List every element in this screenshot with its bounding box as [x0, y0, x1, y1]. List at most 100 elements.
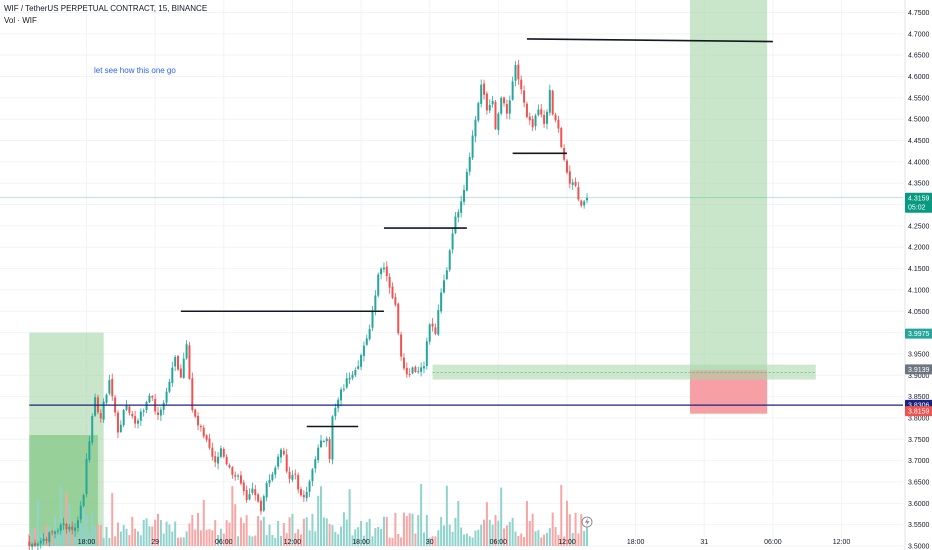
candle-body: [583, 201, 586, 206]
volume-bar: [511, 517, 514, 546]
volume-bar: [99, 525, 102, 546]
volume-bar: [540, 537, 543, 546]
candle-body: [465, 171, 468, 191]
volume-bar: [311, 513, 314, 546]
volume-bar: [411, 513, 414, 546]
zone-zone: [432, 364, 816, 380]
candle-body: [557, 119, 560, 129]
volume-bar: [468, 536, 471, 546]
candle-body: [185, 344, 188, 359]
candle-body: [131, 413, 134, 417]
price-tick-label: 3.8000: [908, 415, 930, 422]
volume-bar: [177, 537, 180, 546]
volume-bar: [134, 528, 137, 546]
replay-icon[interactable]: [581, 516, 593, 528]
target-price-tag-bg: [905, 328, 932, 339]
volume-bar: [219, 528, 222, 546]
volume-bar: [563, 536, 566, 546]
volume-bar: [237, 536, 240, 546]
volume-bar: [380, 528, 383, 546]
candle-body: [34, 542, 37, 547]
volume-bar: [480, 524, 483, 546]
volume-bar: [328, 523, 331, 546]
volume-bar: [271, 534, 274, 546]
candle-body: [494, 101, 497, 129]
price-tick-label: 4.2000: [908, 245, 930, 252]
candle-body: [491, 100, 494, 105]
candle-body: [136, 420, 139, 424]
candle-body: [534, 115, 537, 127]
candle-body: [385, 266, 388, 277]
volume-bar: [545, 532, 548, 546]
volume-bar: [405, 516, 408, 546]
volume-bar: [251, 536, 254, 546]
volume-bar: [388, 537, 391, 546]
candle-body: [545, 111, 548, 124]
volume-bar: [420, 484, 423, 546]
volume-bar: [574, 512, 577, 546]
volume-bar: [36, 500, 39, 546]
candle-body: [199, 426, 202, 428]
volume-bar: [503, 528, 506, 546]
volume-bar: [543, 534, 546, 546]
price-tick-label: 4.1000: [908, 287, 930, 294]
volume-bar: [302, 518, 305, 546]
price-axis[interactable]: 4.7500 4.7000 4.6500 4.6000 4.5500 4.5000 4.45…: [904, 0, 932, 550]
volume-bar: [457, 500, 460, 546]
price-tick-label: 4.6000: [908, 74, 930, 81]
price-tick-label: 4.5000: [908, 117, 930, 124]
volume-bar: [440, 517, 443, 546]
volume-bar: [51, 532, 54, 546]
volume-bar: [377, 526, 380, 546]
volume-bar: [254, 535, 257, 546]
current-price-tag-countdown: 05:02: [908, 204, 926, 211]
volume-bar: [139, 535, 142, 546]
volume-bar: [116, 522, 119, 546]
candle-body: [574, 181, 577, 186]
volume-bar: [474, 530, 477, 546]
candle-body: [217, 456, 220, 464]
candle-body: [231, 467, 234, 475]
volume-bar: [443, 525, 445, 546]
candle-body: [554, 114, 557, 121]
price-tick-label: 4.7500: [908, 10, 930, 17]
candle-body: [565, 160, 568, 173]
candle-body: [91, 416, 94, 443]
candle-body: [228, 465, 231, 468]
volume-bar: [125, 528, 128, 546]
volume-bar: [222, 533, 225, 546]
candle-body: [474, 119, 477, 137]
candle-body: [279, 449, 282, 458]
candle-body: [331, 416, 334, 460]
candle-body: [202, 427, 205, 437]
candle-body: [142, 410, 145, 412]
candle-body: [468, 156, 471, 172]
candle-body: [31, 544, 34, 547]
volume-bar: [322, 517, 325, 546]
candle-body: [214, 456, 217, 463]
volume-bar: [583, 530, 586, 546]
volume-bar: [154, 519, 157, 546]
candle-body: [405, 367, 408, 375]
price-tick-label: 4.5500: [908, 95, 930, 102]
volume-bar: [445, 485, 448, 546]
volume-bar: [257, 516, 260, 546]
candle-body: [517, 64, 520, 80]
position-zones: [29, 0, 816, 546]
candle-body: [511, 81, 514, 100]
time-axis[interactable]: 18:00 29 06:00 12:00 18:00 30 06:00 12:00 18:00 3…: [78, 539, 851, 546]
volume-bar: [208, 529, 211, 546]
candlestick-series: [28, 59, 588, 550]
volume-bar: [580, 514, 583, 546]
candle-body: [205, 435, 208, 440]
candle-body: [394, 297, 397, 305]
volume-bar: [294, 533, 297, 546]
volume-bar: [202, 499, 205, 546]
candle-body: [480, 84, 483, 104]
candle-body: [443, 280, 445, 293]
candle-body: [500, 97, 503, 114]
time-tick-label: 31: [700, 539, 708, 546]
candle-body: [548, 89, 551, 113]
